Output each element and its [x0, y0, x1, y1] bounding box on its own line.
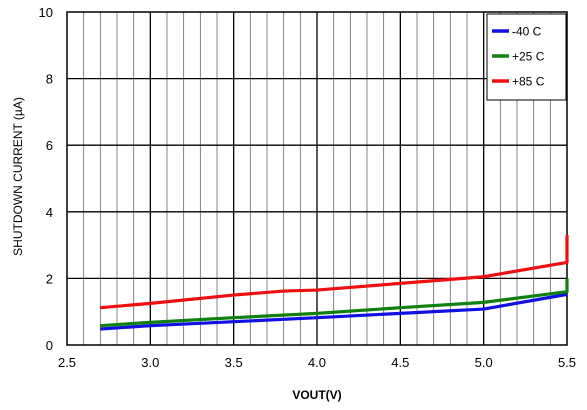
- y-tick-labels: 0 2 4 6 8 10: [39, 5, 53, 353]
- x-tick-label: 5.5: [558, 355, 576, 370]
- y-axis-title: SHUTDOWN CURRENT (µA): [11, 97, 25, 256]
- series-layer: [100, 235, 569, 331]
- series-line-1: [100, 292, 568, 331]
- plot-frame: [66, 11, 568, 346]
- x-tick-labels: 2.5 3.0 3.5 4.0 4.5 5.0 5.5: [58, 355, 576, 370]
- series-line-2: [100, 278, 569, 328]
- y-tick-label: 4: [46, 205, 53, 220]
- legend: -40 C +25 C +85 C: [486, 13, 567, 101]
- x-tick-label: 3.5: [225, 355, 243, 370]
- major-gridlines: [67, 12, 567, 345]
- legend-label-3: +85 C: [512, 75, 545, 89]
- y-tick-label: 0: [46, 338, 53, 353]
- y-tick-label: 6: [46, 138, 53, 153]
- series-line-3: [100, 235, 569, 310]
- x-tick-label: 5.0: [475, 355, 493, 370]
- y-tick-label: 2: [46, 271, 53, 286]
- legend-label-2: +25 C: [512, 50, 545, 64]
- x-tick-label: 3.0: [141, 355, 159, 370]
- x-tick-label: 4.0: [308, 355, 326, 370]
- legend-label-1: -40 C: [512, 25, 542, 39]
- x-tick-label: 2.5: [58, 355, 76, 370]
- x-axis-title: VOUT(V): [292, 388, 341, 402]
- y-tick-label: 8: [46, 72, 53, 87]
- y-tick-label: 10: [39, 5, 53, 20]
- minor-gridlines: [83, 12, 551, 345]
- x-tick-label: 4.5: [391, 355, 409, 370]
